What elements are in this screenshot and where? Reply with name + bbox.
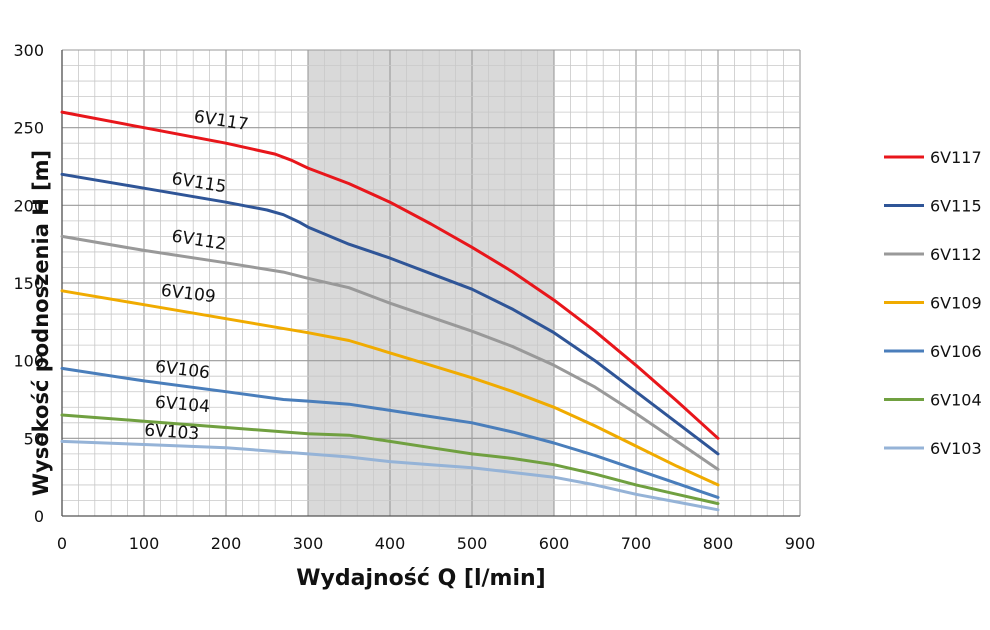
series-line-6v104 [60, 413, 720, 506]
curve-label-6v109: 6V109 [160, 281, 217, 308]
series-line-6v109 [60, 289, 720, 487]
legend-label-6v106: 6V106 [930, 342, 982, 361]
series-line-6v103 [60, 439, 720, 512]
x-tick-label: 400 [375, 534, 406, 553]
x-tick-label: 100 [129, 534, 160, 553]
y-tick-label: 250 [13, 119, 44, 138]
x-tick-label: 700 [621, 534, 652, 553]
x-tick-label: 600 [539, 534, 570, 553]
y-tick-label: 0 [34, 507, 44, 526]
x-tick-label: 500 [457, 534, 488, 553]
curve-label-6v104: 6V104 [154, 393, 210, 418]
x-tick-label: 300 [293, 534, 324, 553]
legend-label-6v103: 6V103 [930, 439, 982, 458]
legend-label-6v112: 6V112 [930, 245, 982, 264]
y-axis-title: Wysokość podnoszenia H [m] [29, 150, 53, 496]
x-tick-label: 200 [211, 534, 242, 553]
x-tick-label: 800 [703, 534, 734, 553]
series-line-6v117 [60, 110, 720, 440]
series-line-6v106 [60, 366, 720, 499]
series-line-6v112 [60, 234, 720, 471]
y-tick-label: 200 [13, 196, 44, 215]
curve-label-6v112: 6V112 [170, 226, 227, 254]
curve-label-6v103: 6V103 [144, 420, 200, 444]
x-tick-label: 0 [57, 534, 67, 553]
legend-label-6v109: 6V109 [930, 294, 982, 313]
x-tick-label: 900 [785, 534, 816, 553]
y-tick-label: 100 [13, 352, 44, 371]
y-tick-label: 50 [24, 429, 44, 448]
curve-label-6v117: 6V117 [192, 107, 249, 135]
legend-label-6v104: 6V104 [930, 391, 982, 410]
y-tick-label: 150 [13, 274, 44, 293]
legend-label-6v117: 6V117 [930, 148, 982, 167]
y-tick-label: 300 [13, 41, 44, 60]
series-line-6v115 [60, 172, 720, 456]
legend-label-6v115: 6V115 [930, 197, 982, 216]
x-axis-title: Wydajność Q [l/min] [296, 566, 546, 591]
